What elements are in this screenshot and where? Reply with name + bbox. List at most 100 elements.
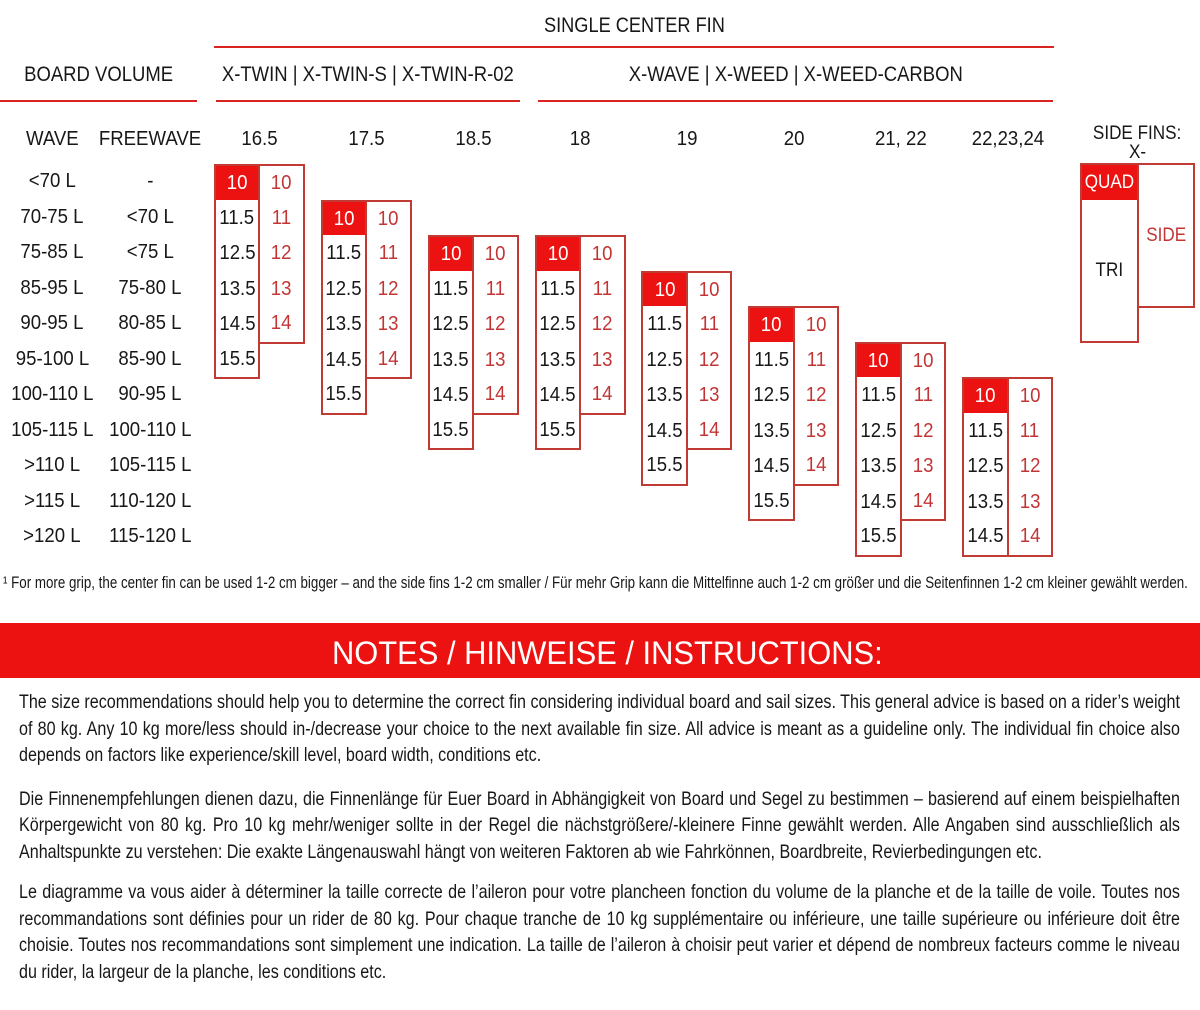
center-fin-box: 10 11.5 12.5 13.5 14.5 15.5	[427, 235, 475, 451]
paragraph-line: choisie. Toutes nos recommandations sont…	[19, 934, 1180, 957]
center-fin-size-text: 13.5	[967, 490, 1004, 513]
freewave-volume-text: -	[146, 170, 154, 193]
side-fin-size-text: 10	[1019, 385, 1041, 408]
freewave-volume-label: 90-95 L	[98, 377, 202, 413]
side-fins-header-x-text: X-	[1128, 141, 1147, 163]
fin-size-header-text: 22,23,24	[971, 127, 1044, 150]
center-fin-recommended-cell: 10	[857, 343, 900, 378]
center-fin-size-cell: 14.5	[323, 342, 366, 378]
paragraph-line: of 80 kg. Any 10 kg more/less should in-…	[19, 717, 1180, 740]
freewave-volume-text: <75 L	[126, 241, 174, 264]
side-fin-size-cell: 10	[474, 237, 517, 271]
wave-volume-label: <70 L	[0, 164, 104, 200]
freewave-volume-label: 85-90 L	[98, 342, 202, 378]
wave-volume-label: 95-100 L	[0, 342, 104, 378]
side-fin-box: 10 11 12 13 14	[792, 306, 840, 486]
center-fin-size-cell: 11.5	[430, 271, 473, 307]
side-fin-size-text: 10	[698, 278, 720, 301]
paragraph-line: recommandations sont définies pour un ri…	[19, 907, 1180, 930]
center-fin-box: 10 11.5 12.5 13.5 14.5 15.5	[641, 270, 688, 486]
board-volume-header: BOARD VOLUME	[0, 63, 197, 87]
fin-size-header-text: 18	[569, 127, 591, 150]
side-fins-header-text: SIDE FINS:	[1093, 122, 1182, 144]
side-fins-header-line2: X-	[1079, 143, 1196, 162]
freewave-volume-text: 85-90 L	[118, 347, 182, 370]
side-fins-header-line1: SIDE FINS:	[1079, 124, 1196, 143]
freewave-volume-label: 80-85 L	[98, 306, 202, 342]
center-fin-size-text: 15.5	[539, 418, 576, 441]
freewave-volume-text: 80-85 L	[118, 312, 182, 335]
center-fin-size-text: 15.5	[753, 489, 790, 512]
center-fin-box: 10 11.5 12.5 13.5 14.5 15.5	[748, 306, 795, 522]
wave-volume-label: >120 L	[0, 519, 104, 555]
side-fin-box: 10 11 12 13 14	[899, 341, 947, 522]
wave-volume-text: 105-115 L	[10, 418, 94, 441]
fin-size-header-text: 18.5	[454, 127, 492, 150]
side-fin-size-text: 12	[271, 242, 292, 265]
side-fins-side-label: SIDE	[1139, 165, 1193, 306]
center-fin-size-text: 15.5	[432, 418, 469, 441]
side-fin-size-text: 14	[698, 418, 720, 441]
center-fin-size-text: 13.5	[753, 419, 790, 442]
center-fin-size-text: 13.5	[646, 384, 683, 407]
paragraph-line: du rider, la largeur de la planche, les …	[19, 960, 387, 983]
center-fin-size-cell: 15.5	[430, 413, 473, 447]
freewave-volume-label: 110-120 L	[98, 484, 202, 520]
side-fin-size-text: 13	[912, 455, 934, 478]
fin-size-header: 16.5	[214, 127, 305, 151]
side-fin-size-cell: 12	[260, 235, 303, 271]
center-fin-size-cell: 14.5	[750, 448, 793, 484]
center-fin-size-text: 10	[226, 172, 248, 195]
side-fin-size-cell: 12	[795, 377, 838, 413]
side-fin-size-text: 10	[591, 243, 613, 266]
side-fin-size-text: 11	[485, 277, 505, 300]
side-fin-size-cell: 13	[581, 342, 624, 378]
paragraph-line: Die Finnenempfehlungen dienen dazu, die …	[19, 787, 1180, 810]
center-fin-size-text: 11.5	[326, 242, 362, 265]
side-fin-size-cell: 13	[367, 306, 410, 342]
center-fin-size-text: 14.5	[860, 490, 897, 513]
center-fin-size-cell: 13.5	[537, 342, 580, 378]
freewave-volume-label: 105-115 L	[98, 448, 202, 484]
center-fin-recommended-cell: 10	[536, 237, 579, 271]
side-fin-size-text: 14	[1019, 525, 1041, 548]
wave-volume-text: >110 L	[23, 454, 81, 477]
paragraph-line: depends on factors like experience/skill…	[19, 744, 542, 767]
center-fin-size-text: 12.5	[967, 455, 1004, 478]
center-fin-size-cell: 12.5	[430, 306, 473, 342]
x-twin-group-header-text: X-TWIN | X-TWIN-S | X-TWIN-R-02	[222, 62, 514, 86]
freewave-volume-label: 75-80 L	[98, 271, 202, 307]
side-fin-size-cell: 12	[902, 413, 945, 449]
center-fin-size-text: 15.5	[218, 347, 256, 370]
side-fin-size-cell: 10	[581, 237, 624, 271]
side-fin-size-text: 10	[378, 207, 399, 230]
center-fin-recommended-cell: 10	[750, 308, 793, 342]
side-fin-size-cell: 10	[902, 344, 945, 378]
center-fin-size-text: 11.5	[647, 313, 683, 336]
center-fin-size-text: 10	[761, 314, 782, 337]
center-fin-size-text: 10	[654, 278, 675, 301]
x-twin-group-rule	[216, 99, 520, 102]
freewave-volume-label: 100-110 L	[98, 413, 202, 449]
notes-paragraph-de: Die Finnenempfehlungen dienen dazu, die …	[19, 786, 1180, 865]
wave-volume-label: >115 L	[0, 484, 104, 520]
center-fin-size-cell: 14.5	[430, 377, 473, 413]
side-fin-size-cell: 13	[474, 342, 517, 378]
side-fin-size-cell: 12	[367, 271, 410, 307]
center-fin-size-text: 13.5	[325, 313, 363, 336]
center-fin-size-cell: 12.5	[643, 342, 686, 378]
center-fin-size-text: 14.5	[218, 313, 256, 336]
side-fin-size-text: 14	[805, 454, 827, 477]
wave-volume-text: 90-95 L	[20, 312, 84, 335]
side-fin-size-text: 10	[484, 243, 506, 266]
x-wave-group-header: X-WAVE | X-WEED | X-WEED-CARBON	[538, 63, 1053, 87]
side-fin-size-text: 13	[484, 348, 506, 371]
side-fin-size-text: 11	[806, 348, 826, 371]
center-fin-size-cell: 14.5	[216, 306, 259, 342]
center-fin-size-text: 10	[974, 385, 996, 408]
center-fin-size-cell: 14.5	[537, 377, 580, 413]
side-fin-size-cell: 11	[367, 235, 410, 271]
side-fin-size-cell: 13	[795, 413, 838, 449]
center-fin-box: 10 11.5 12.5 13.5 14.5 15.5	[855, 341, 902, 557]
side-fin-size-cell: 10	[1009, 379, 1052, 413]
